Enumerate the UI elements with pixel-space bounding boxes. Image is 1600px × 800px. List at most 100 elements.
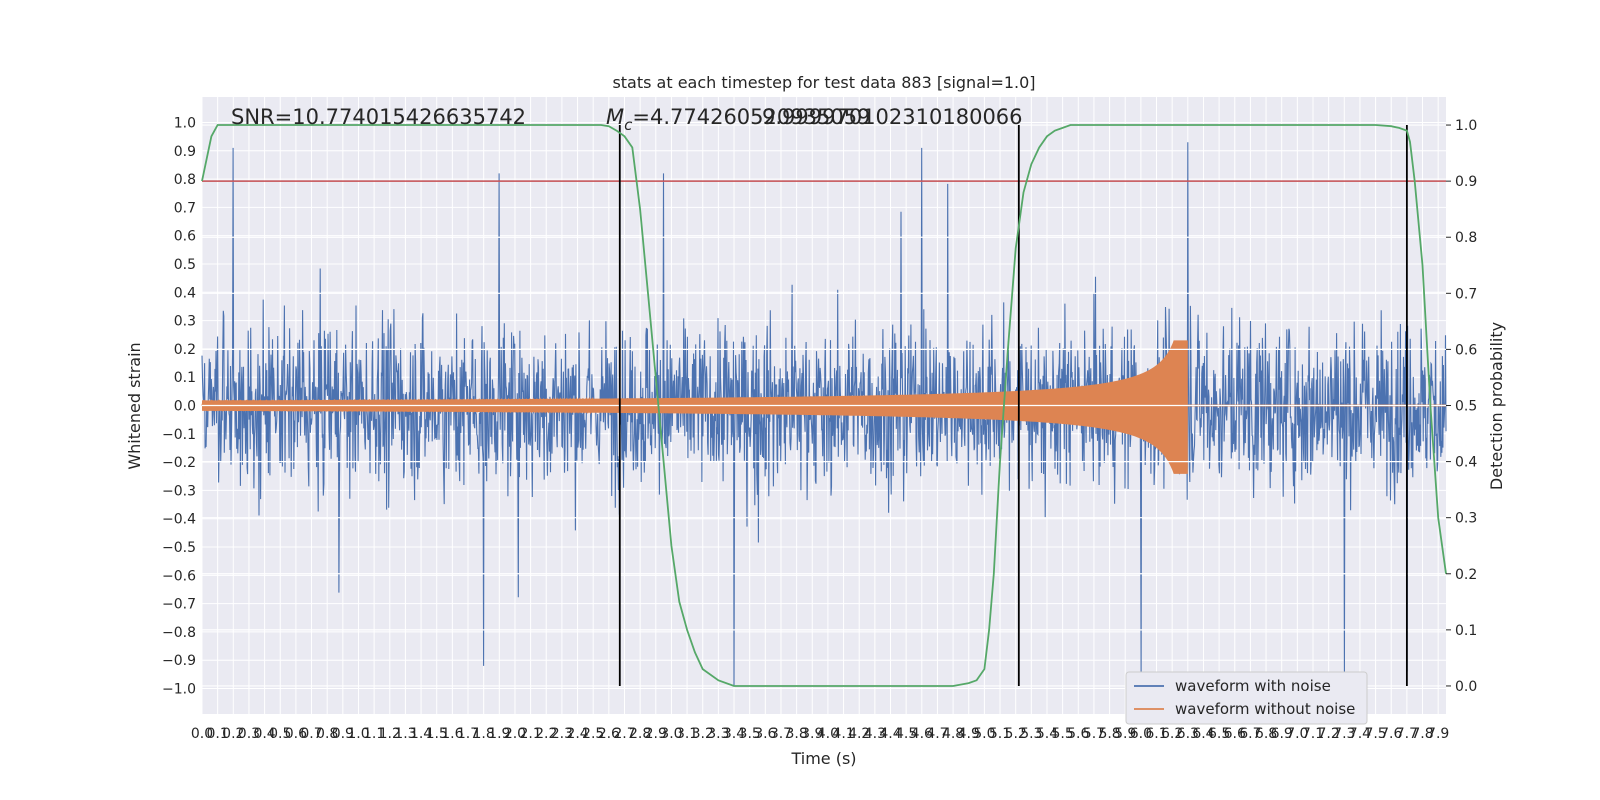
x-tick-label: 1.7 <box>457 726 479 742</box>
x-tick-label: 1.2 <box>379 726 401 742</box>
x-tick-label: 2.7 <box>613 726 635 742</box>
legend-box <box>1125 671 1368 725</box>
x-tick-label: 4.1 <box>832 726 854 742</box>
x-tick-label: 0.9 <box>332 726 354 742</box>
y-tick-label: −0.8 <box>162 625 196 641</box>
x-tick-label: 7.3 <box>1333 726 1355 742</box>
x-tick-label: 6.4 <box>1192 726 1214 742</box>
y-axis-ticks: 1.0 0.9 0.8 0.7 0.6 0.5 0.4 0.3 0.2 0.1 0.0 −0.1 −0.… <box>162 115 196 697</box>
y2-tick-label: 0.1 <box>1455 623 1477 639</box>
noise-trace <box>201 142 1447 686</box>
y-tick-label: 0.6 <box>174 229 196 245</box>
x-tick-label: 3.4 <box>723 726 745 742</box>
x-tick-label: 4.2 <box>848 726 870 742</box>
x-axis-ticks: 0.00.10.20.30.40.50.60.70.80.91.01.11.21… <box>191 726 1449 742</box>
mc-symbol: M <box>606 105 624 129</box>
x-tick-label: 1.6 <box>441 726 463 742</box>
x-tick-label: 2.4 <box>566 726 588 742</box>
y-tick-label: 0.2 <box>174 342 196 358</box>
legend-label-noise: waveform with noise <box>1175 677 1331 695</box>
x-tick-label: 0.8 <box>316 726 338 742</box>
y2-tick-label: 0.0 <box>1455 679 1477 695</box>
x-tick-label: 4.6 <box>911 726 933 742</box>
x-tick-label: 6.6 <box>1224 726 1246 742</box>
y-tick-label: 0.9 <box>174 144 196 160</box>
y2-tick-label: 0.8 <box>1455 230 1477 246</box>
y-tick-label: 0.4 <box>174 285 196 301</box>
x-tick-label: 7.5 <box>1364 726 1386 742</box>
mc-value: =4.774260520935059 <box>632 105 870 129</box>
x-tick-label: 5.2 <box>1005 726 1027 742</box>
x-tick-label: 5.8 <box>1098 726 1120 742</box>
x-tick-label: 5.9 <box>1114 726 1136 742</box>
x-tick-label: 7.0 <box>1286 726 1308 742</box>
chart-title: stats at each timestep for test data 883… <box>612 73 1035 92</box>
x-tick-label: 0.6 <box>285 726 307 742</box>
snr-annotation: SNR=10.774015426635742 <box>231 105 526 129</box>
x-tick-label: 4.4 <box>879 726 901 742</box>
x-tick-label: 3.1 <box>676 726 698 742</box>
x-tick-label: 1.1 <box>363 726 385 742</box>
x-tick-label: 5.1 <box>989 726 1011 742</box>
x-tick-label: 6.2 <box>1161 726 1183 742</box>
x-tick-label: 7.8 <box>1411 726 1433 742</box>
y2-axis-label: Detection probability <box>1487 322 1506 490</box>
x-tick-label: 5.5 <box>1051 726 1073 742</box>
x-tick-label: 6.1 <box>1145 726 1167 742</box>
x-tick-label: 7.2 <box>1318 726 1340 742</box>
x-tick-label: 5.0 <box>973 726 995 742</box>
x-tick-label: 0.1 <box>207 726 229 742</box>
x-tick-label: 3.8 <box>785 726 807 742</box>
x-tick-label: 7.6 <box>1380 726 1402 742</box>
x-tick-label: 7.9 <box>1427 726 1449 742</box>
series-waveform-with-noise <box>201 142 1447 686</box>
y2-tick-label: 0.9 <box>1455 174 1477 190</box>
x-tick-label: 1.8 <box>473 726 495 742</box>
x-tick-label: 4.5 <box>895 726 917 742</box>
legend: waveform with noise waveform without noi… <box>1125 671 1368 725</box>
x-tick-label: 3.5 <box>739 726 761 742</box>
x-tick-label: 4.8 <box>942 726 964 742</box>
x-tick-label: 0.2 <box>222 726 244 742</box>
x-tick-label: 6.7 <box>1239 726 1261 742</box>
x-tick-label: 6.9 <box>1271 726 1293 742</box>
y2-axis-ticks: 0.0 0.1 0.2 0.3 0.4 0.5 0.6 0.7 0.8 0.9 1.0 <box>1446 118 1477 695</box>
series-detection-probability <box>201 124 1447 687</box>
chirp-envelope <box>202 340 1188 491</box>
y-tick-label: −0.3 <box>162 483 196 499</box>
x-tick-label: 0.0 <box>191 726 213 742</box>
event-markers <box>618 125 1408 686</box>
x-tick-label: 6.3 <box>1177 726 1199 742</box>
y-tick-label: −0.7 <box>162 597 196 613</box>
x-tick-label: 3.7 <box>770 726 792 742</box>
y2-tick-label: 0.7 <box>1455 286 1477 302</box>
x-tick-label: 0.5 <box>269 726 291 742</box>
x-tick-label: 2.8 <box>629 726 651 742</box>
x-tick-label: 7.7 <box>1396 726 1418 742</box>
x-tick-label: 3.0 <box>660 726 682 742</box>
x-tick-label: 0.4 <box>253 726 275 742</box>
mc-overlap-annotation: 9.999970102310180066 <box>762 105 1023 129</box>
y-tick-label: 0.3 <box>174 314 196 330</box>
x-tick-label: 7.1 <box>1302 726 1324 742</box>
x-tick-label: 2.9 <box>645 726 667 742</box>
x-tick-label: 1.0 <box>347 726 369 742</box>
x-tick-label: 5.6 <box>1067 726 1089 742</box>
x-tick-label: 4.9 <box>958 726 980 742</box>
x-tick-label: 4.0 <box>817 726 839 742</box>
x-tick-label: 1.9 <box>488 726 510 742</box>
y-tick-label: −1.0 <box>162 682 196 698</box>
y-tick-label: 0.0 <box>174 399 196 415</box>
x-tick-label: 2.3 <box>551 726 573 742</box>
y-tick-label: 0.8 <box>174 172 196 188</box>
x-tick-label: 2.6 <box>598 726 620 742</box>
x-tick-label: 0.3 <box>238 726 260 742</box>
y2-tick-label: 1.0 <box>1455 118 1477 134</box>
x-tick-label: 3.6 <box>754 726 776 742</box>
x-tick-label: 6.8 <box>1255 726 1277 742</box>
x-tick-label: 2.1 <box>519 726 541 742</box>
y-tick-label: −0.2 <box>162 455 196 471</box>
legend-label-clean: waveform without noise <box>1175 700 1355 718</box>
y-tick-label: −0.9 <box>162 653 196 669</box>
